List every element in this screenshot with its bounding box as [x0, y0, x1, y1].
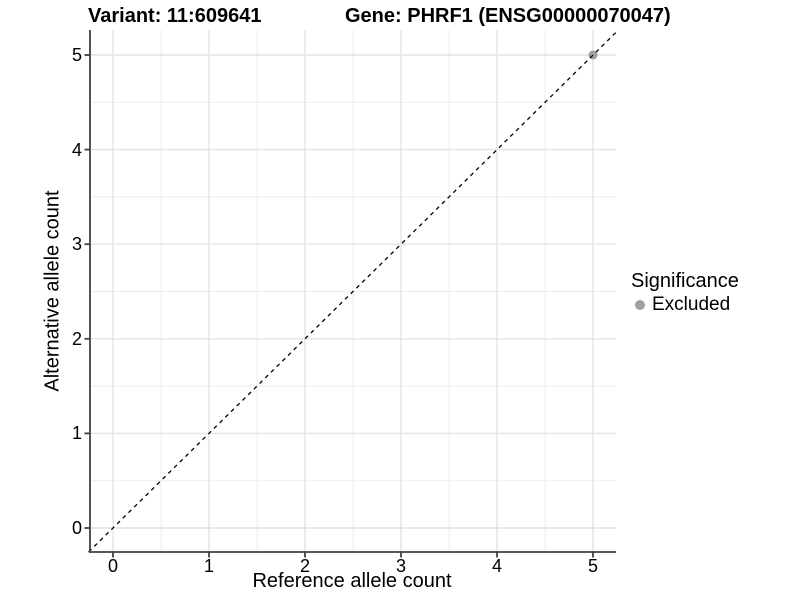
plot-title-gene: Gene: PHRF1 (ENSG00000070047): [345, 5, 671, 27]
legend-title: Significance: [631, 270, 739, 292]
x-axis-title: Reference allele count: [252, 570, 452, 592]
x-tick-label: 2: [299, 556, 310, 576]
y-tick-label: 4: [71, 139, 82, 160]
x-tick-label: 1: [203, 556, 214, 576]
grid-major: [90, 30, 616, 552]
tick-marks: [84, 54, 594, 558]
y-tick-label: 5: [71, 45, 82, 65]
x-tick-label: 4: [491, 556, 502, 576]
y-tick-label: 0: [71, 518, 82, 538]
legend: Significance Excluded: [631, 270, 739, 315]
y-tick-label: 2: [71, 328, 82, 349]
y-tick-label: 3: [71, 234, 82, 255]
y-tick-label: 1: [71, 423, 82, 444]
legend-point-icon: [635, 299, 645, 310]
x-tick-label: 5: [587, 556, 598, 576]
x-tick-label: 0: [107, 556, 118, 576]
legend-item-excluded: Excluded: [631, 294, 739, 315]
identity-line: [88, 31, 617, 553]
y-axis-title: Alternative allele count: [41, 190, 64, 392]
plot-title-variant: Variant: 11:609641: [88, 5, 262, 27]
x-tick-label: 3: [395, 556, 406, 576]
axis-lines: [89, 30, 616, 553]
grid-minor: [90, 30, 616, 552]
legend-item-label: Excluded: [652, 294, 731, 315]
